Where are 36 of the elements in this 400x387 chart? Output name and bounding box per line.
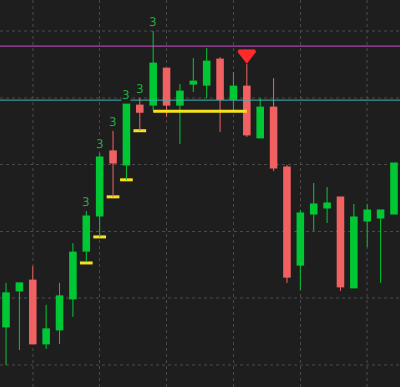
- candlestick: [323, 186, 331, 224]
- candlestick: [2, 282, 10, 366]
- candlestick: [29, 266, 37, 344]
- candlestick: [162, 68, 170, 118]
- text: 3: [149, 15, 157, 29]
- candlestick: [363, 204, 371, 248]
- candlestick: [310, 182, 318, 232]
- text: 3: [96, 137, 104, 151]
- candlestick: [216, 56, 224, 132]
- candlestick: [149, 30, 157, 111]
- text: 3: [109, 115, 117, 129]
- text: 3: [136, 82, 144, 96]
- candlestick: [256, 98, 264, 138]
- candlestick: [336, 196, 344, 292]
- candlestick: [296, 210, 304, 290]
- candlestick: [243, 64, 251, 138]
- candlestick: [376, 210, 384, 284]
- candlestick: [390, 162, 398, 215]
- bar: [133, 129, 146, 132]
- candlestick: [176, 84, 184, 144]
- candlestick: [190, 58, 198, 93]
- bar: [120, 178, 133, 182]
- candlestick: [270, 78, 278, 172]
- text: 3: [82, 195, 90, 209]
- candlestick: [56, 282, 64, 344]
- candlestick: [230, 72, 238, 111]
- bar: [106, 195, 120, 198]
- bar: [93, 235, 106, 238]
- candlestick: [202, 48, 210, 99]
- candlestick: [283, 164, 291, 284]
- bar: [80, 261, 93, 264]
- text: 3: [122, 88, 130, 102]
- candlestick: [350, 204, 358, 288]
- candlestick: [16, 282, 24, 350]
- candlestick: [42, 304, 50, 350]
- candlestick: [69, 242, 77, 318]
